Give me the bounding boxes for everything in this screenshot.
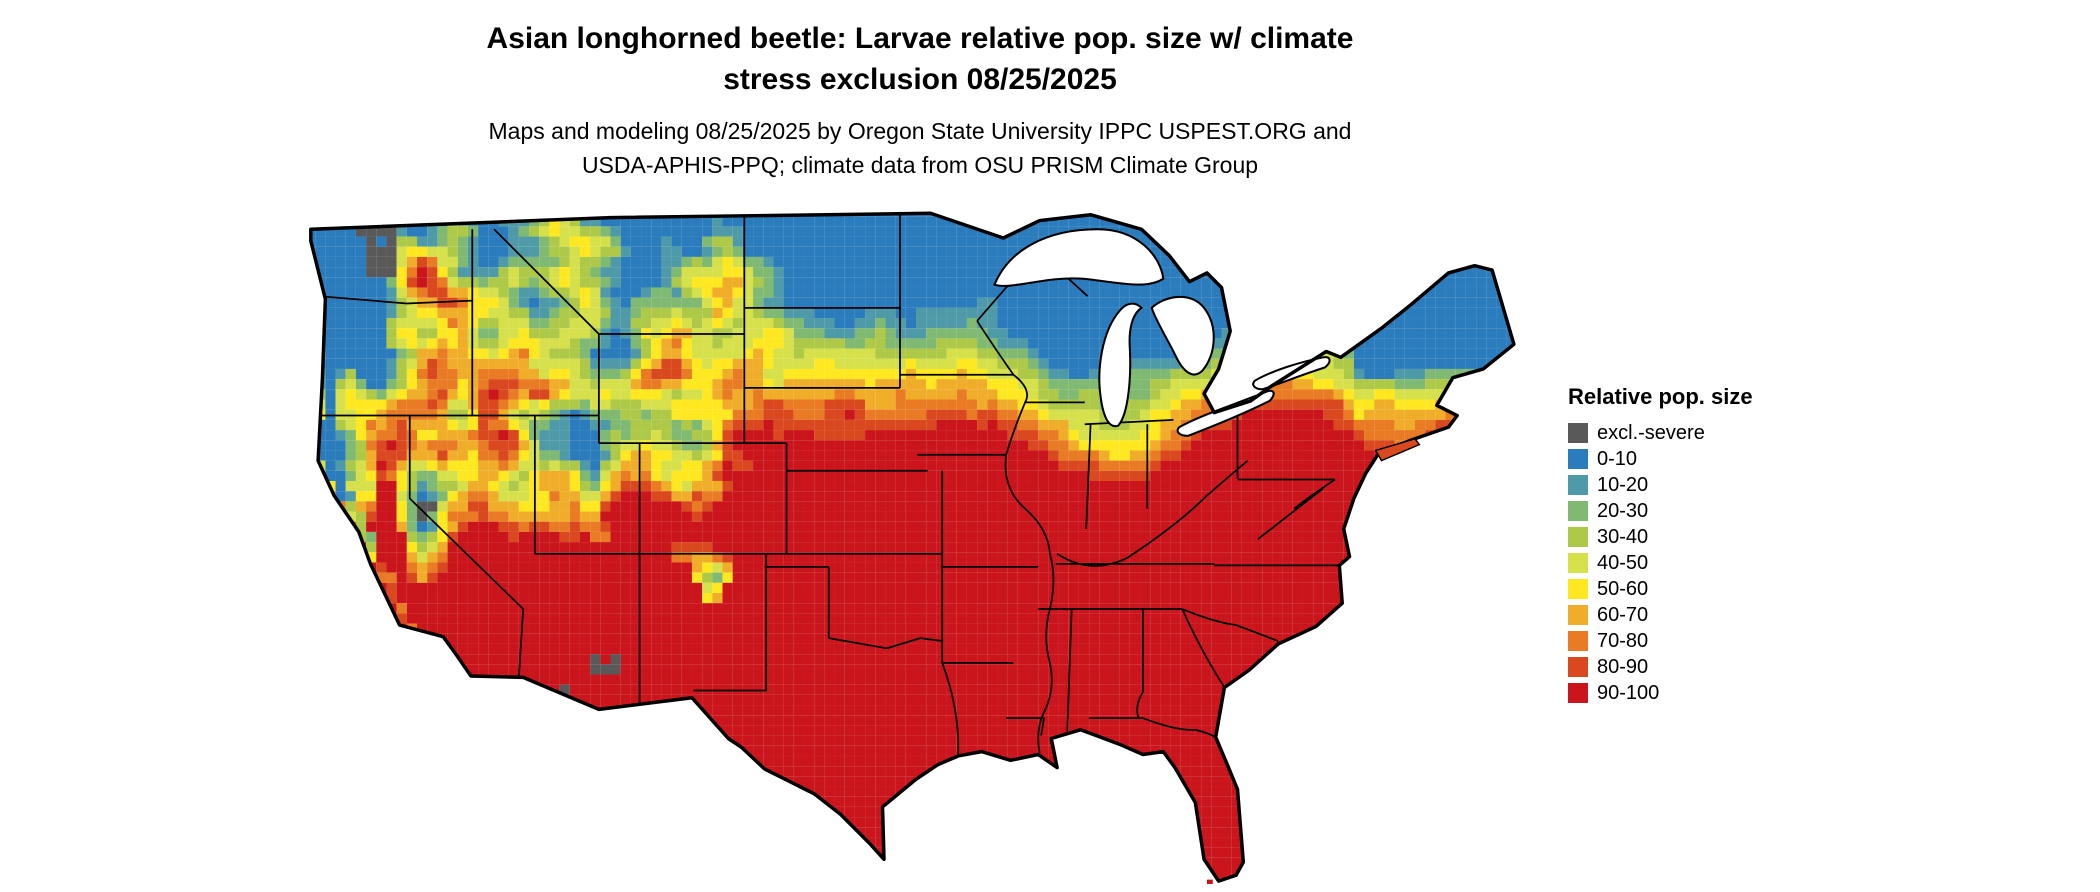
legend-row: 20-30 [1568, 498, 1753, 524]
lake-michigan [1098, 302, 1144, 428]
legend-label: excl.-severe [1597, 421, 1705, 444]
legend-swatch [1568, 631, 1588, 651]
population-raster-layer [310, 213, 1514, 882]
legend-label: 50-60 [1597, 577, 1649, 600]
legend-label: 40-50 [1597, 551, 1649, 574]
legend-row: 70-80 [1568, 628, 1753, 654]
page-subtitle: Maps and modeling 08/25/2025 by Oregon S… [0, 114, 1840, 182]
state-borders [319, 213, 1340, 755]
legend-swatch [1568, 475, 1588, 495]
subtitle-line-2: USDA-APHIS-PPQ; climate data from OSU PR… [581, 152, 1259, 178]
header: Asian longhorned beetle: Larvae relative… [0, 18, 1840, 182]
legend-rows: excl.-severe 0-10 10-20 20-30 30-40 40-50 50-6… [1568, 420, 1753, 706]
subtitle-line-1: Maps and modeling 08/25/2025 by Oregon S… [488, 118, 1352, 144]
legend-swatch [1568, 657, 1588, 677]
title-line-2: stress exclusion 08/25/2025 [723, 63, 1117, 96]
great-lakes [993, 228, 1331, 437]
legend-label: 60-70 [1597, 603, 1649, 626]
florida-keys [1206, 879, 1213, 884]
page-title: Asian longhorned beetle: Larvae relative… [0, 18, 1840, 100]
legend-title: Relative pop. size [1568, 384, 1753, 409]
legend-swatch [1568, 527, 1588, 547]
lake-huron [1150, 295, 1215, 376]
legend-swatch [1568, 579, 1588, 599]
map-clipped-layers [310, 213, 1514, 882]
us-outline [309, 211, 1516, 883]
legend-row: 80-90 [1568, 654, 1753, 680]
legend-label: 30-40 [1597, 525, 1649, 548]
legend-row: 60-70 [1568, 602, 1753, 628]
legend-row: 10-20 [1568, 472, 1753, 498]
legend-row: excl.-severe [1568, 420, 1753, 446]
legend-row: 30-40 [1568, 524, 1753, 550]
legend-swatch [1568, 605, 1588, 625]
conus-map [305, 206, 1527, 884]
legend-label: 80-90 [1597, 655, 1649, 678]
legend-row: 90-100 [1568, 680, 1753, 706]
legend-swatch [1568, 449, 1588, 469]
legend-row: 50-60 [1568, 576, 1753, 602]
legend-label: 70-80 [1597, 629, 1649, 652]
title-line-1: Asian longhorned beetle: Larvae relative… [486, 22, 1354, 55]
lake-superior [993, 228, 1165, 287]
conus-map-svg [309, 211, 1516, 884]
legend-row: 40-50 [1568, 550, 1753, 576]
legend-swatch [1568, 423, 1588, 443]
legend-row: 0-10 [1568, 446, 1753, 472]
legend-label: 20-30 [1597, 499, 1649, 522]
legend-label: 0-10 [1597, 447, 1638, 470]
legend-swatch [1568, 501, 1588, 521]
legend-swatch [1568, 553, 1588, 573]
legend-label: 10-20 [1597, 473, 1649, 496]
long-island [1374, 437, 1421, 462]
legend-label: 90-100 [1597, 681, 1660, 704]
legend: Relative pop. size excl.-severe 0-10 10-20… [1568, 384, 1753, 706]
legend-swatch [1568, 683, 1588, 703]
